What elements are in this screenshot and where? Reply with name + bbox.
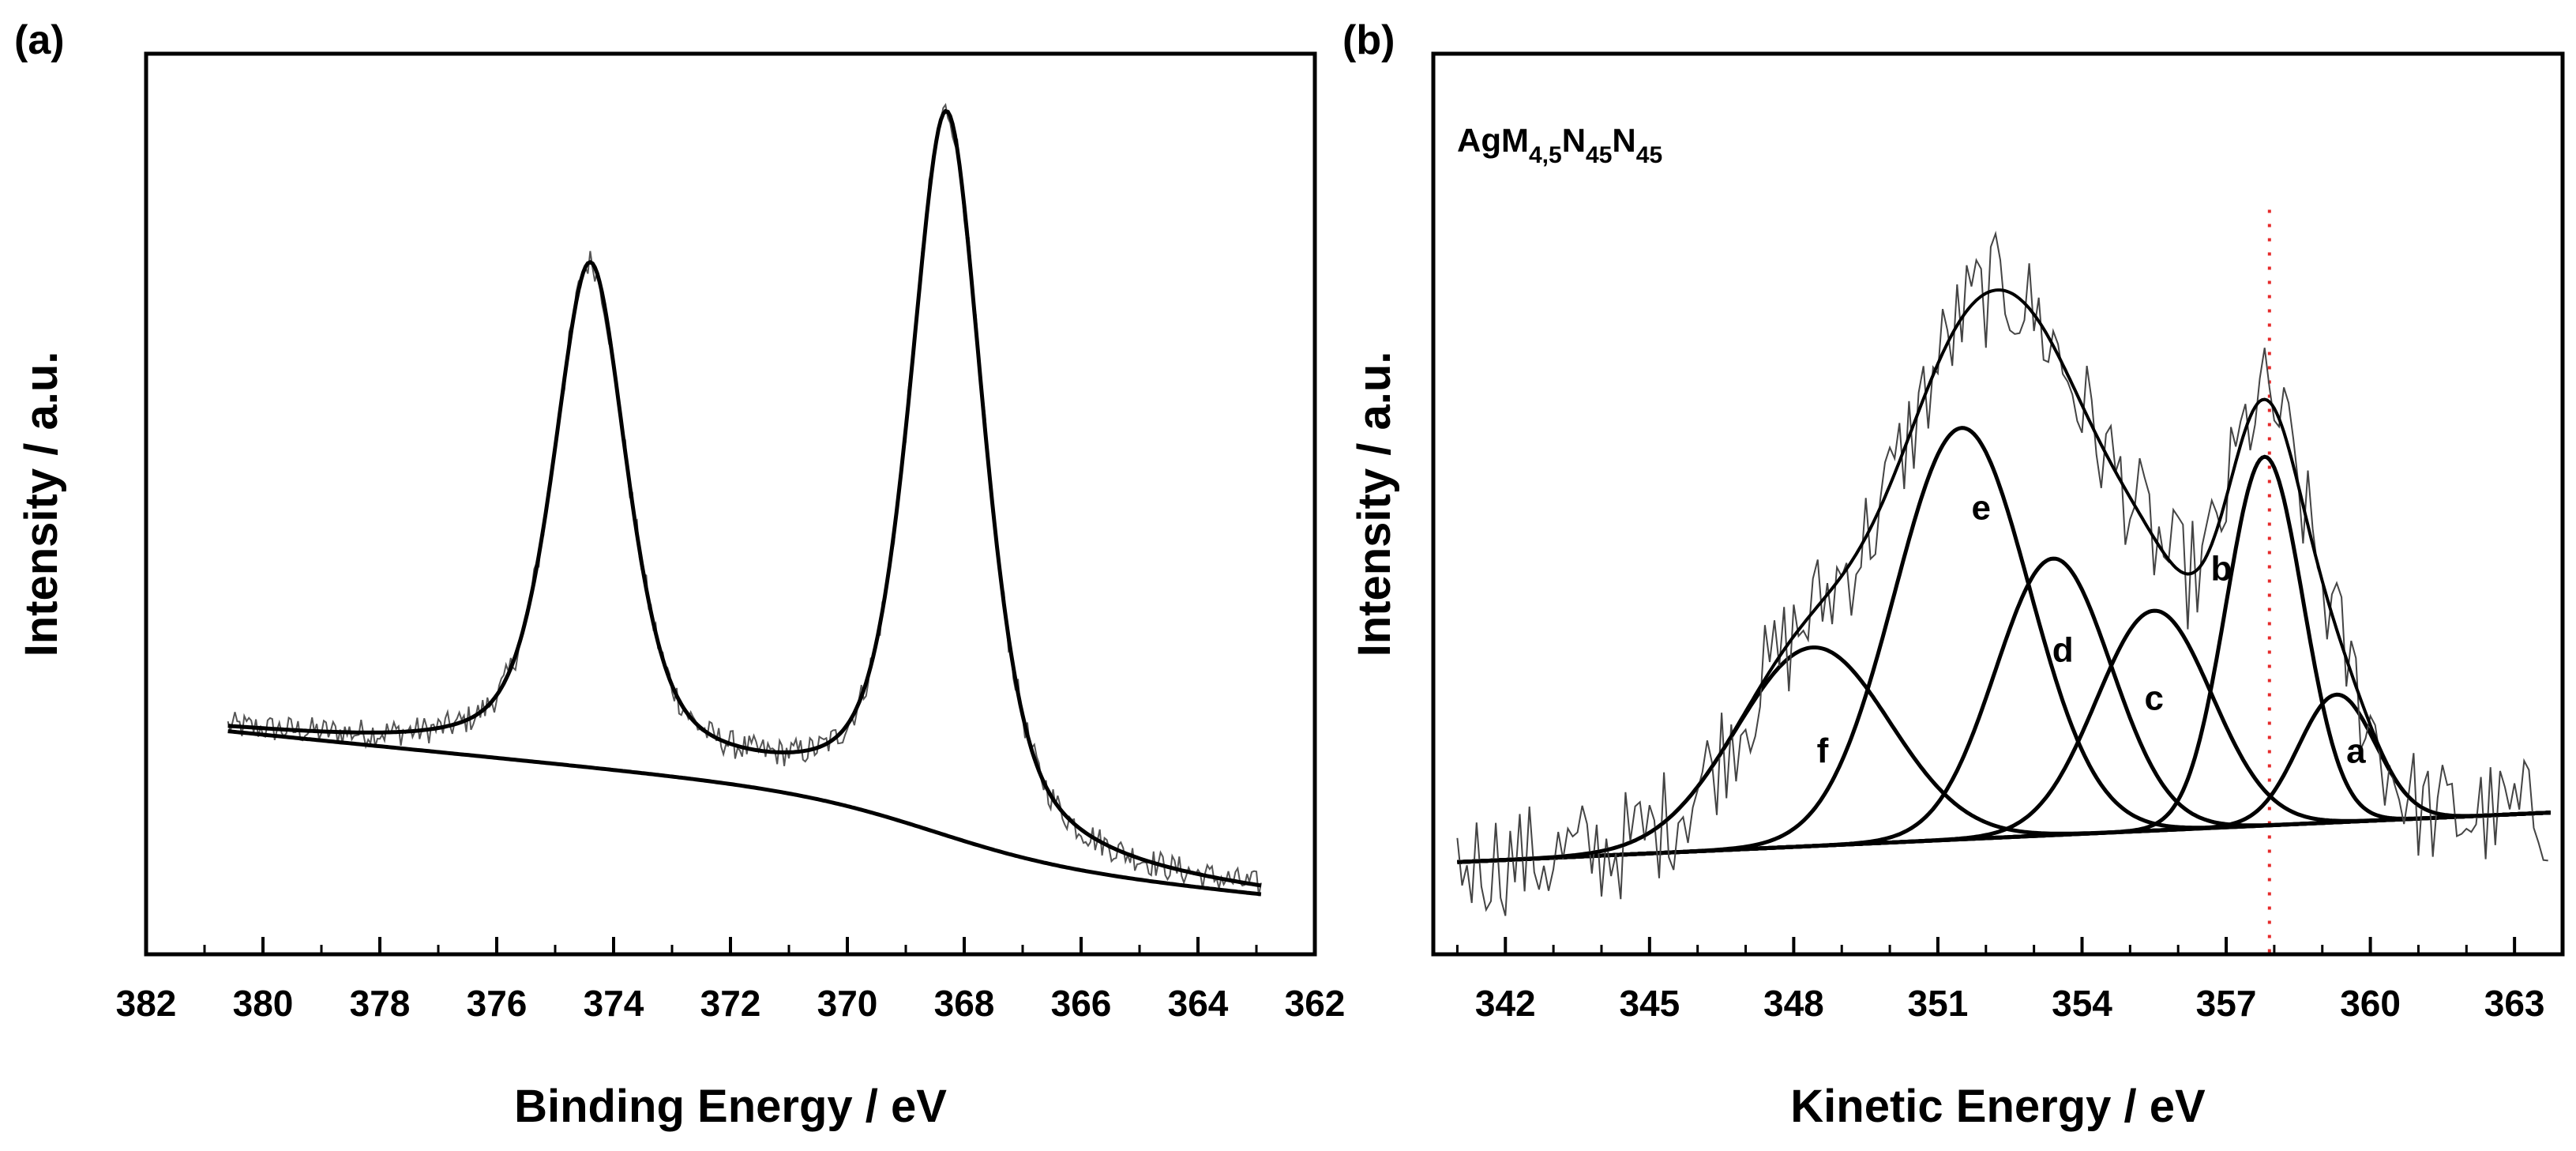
- panel-b-peak-label-f: f: [1817, 732, 1829, 770]
- panel-a-x-axis-title: Binding Energy / eV: [514, 1081, 947, 1132]
- annotation-sub-1: 4,5: [1529, 142, 1562, 168]
- panel-a-label: (a): [14, 17, 65, 63]
- panel-b-raw-data-line: [1456, 230, 2548, 916]
- panel-a-x-tick-label: 368: [934, 983, 995, 1024]
- panel-b-y-axis-title: Intensity / a.u.: [1349, 352, 1400, 657]
- panel-a-x-tick-label: 364: [1168, 983, 1229, 1024]
- panel-b-x-tick-label: 351: [1908, 983, 1969, 1024]
- panel-b-x-tick-label: 363: [2484, 983, 2545, 1024]
- annotation-mid-1: N: [1562, 122, 1586, 159]
- panel-b-peak-label-e: e: [1971, 489, 1990, 528]
- panel-a-x-tick-label: 378: [350, 983, 411, 1024]
- panel-a-x-tick-label: 380: [233, 983, 294, 1024]
- panel-a-x-tick-label: 372: [700, 983, 761, 1024]
- annotation-mid-2: N: [1612, 122, 1635, 159]
- panel-b-fit-envelope-line: [1457, 288, 2551, 864]
- panel-a-fit-envelope-line: [227, 108, 1262, 888]
- panel-a-x-tick-label: 376: [467, 983, 528, 1024]
- panel-a-raw-data-line: [227, 103, 1262, 897]
- annotation-main: AgM: [1457, 122, 1529, 159]
- panel-b-peak-labels: a b c d e f: [1817, 489, 2367, 771]
- panel-b-component-b: [1457, 454, 2551, 864]
- panel-b-x-tick-label: 360: [2340, 983, 2401, 1024]
- panel-b-curves: [1456, 209, 2551, 954]
- panel-a-x-tick-label: 370: [817, 983, 878, 1024]
- panel-b-x-tick-label: 357: [2196, 983, 2257, 1024]
- panel-b-x-tick-label: 354: [2052, 983, 2112, 1024]
- panel-b-peak-label-c: c: [2145, 679, 2164, 717]
- panel-b-peak-label-a: a: [2346, 732, 2366, 770]
- panel-a-x-ticks: 382 380 378 376 374 372 370 368 366 364 362: [116, 937, 1346, 1024]
- panel-b-component-f: [1457, 645, 2551, 864]
- annotation-sub-2: 45: [1586, 142, 1612, 168]
- annotation-sub-3: 45: [1636, 142, 1662, 168]
- panel-b-x-axis-title: Kinetic Energy / eV: [1790, 1081, 2206, 1132]
- panel-b-peak-label-d: d: [2052, 631, 2074, 670]
- panel-a: (a) 382 380 378 376 374 372 370 368 366 364 362 Bi…: [14, 17, 1345, 1132]
- panel-b-annotation: AgM4,5N45N45: [1457, 122, 1662, 168]
- panel-b-x-tick-label: 348: [1763, 983, 1824, 1024]
- panel-b-x-tick-label: 342: [1475, 983, 1536, 1024]
- panel-b-plot-frame: [1431, 51, 2565, 957]
- panel-a-curves: [227, 103, 1262, 897]
- panel-b-label: (b): [1342, 17, 1395, 63]
- panel-a-x-tick-label: 362: [1285, 983, 1346, 1024]
- panel-a-x-tick-label: 374: [584, 983, 644, 1024]
- panel-a-background-line: [227, 729, 1262, 897]
- panel-a-x-tick-label: 382: [116, 983, 177, 1024]
- panel-a-plot-frame: [144, 51, 1317, 957]
- panel-a-x-tick-label: 366: [1051, 983, 1112, 1024]
- panel-a-y-axis-title: Intensity / a.u.: [16, 352, 67, 657]
- panel-b-x-ticks: 342 345 348 351 354 357 360 363: [1455, 937, 2564, 1024]
- panel-b-x-tick-label: 345: [1619, 983, 1680, 1024]
- panel-b-peak-label-b: b: [2211, 549, 2232, 588]
